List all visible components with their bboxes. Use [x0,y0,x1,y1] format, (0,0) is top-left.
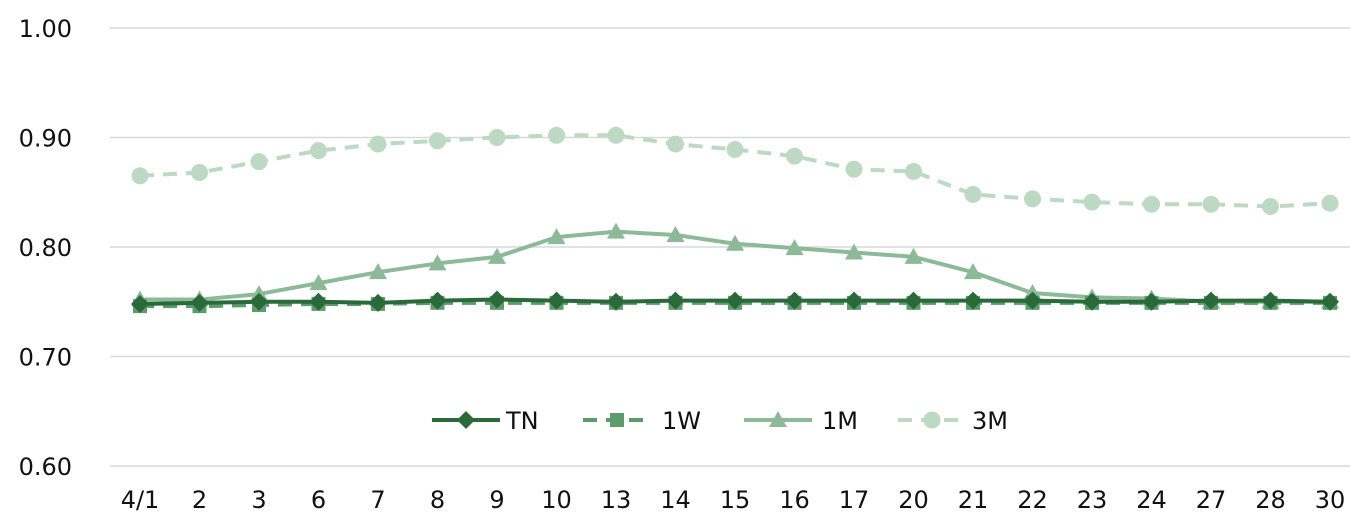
data-point [1083,292,1101,311]
data-point [607,222,625,239]
y-tick-label: 0.60 [19,453,72,481]
legend-item-1w: 1W [583,407,701,435]
data-point [1202,195,1220,213]
series-tn [131,290,1339,313]
data-point [845,160,863,178]
x-tick-label: 17 [839,486,870,514]
data-point [369,263,387,280]
legend-marker [769,411,787,427]
data-point [369,293,387,312]
legend-marker [457,411,475,429]
data-point [1083,193,1101,211]
data-point [904,291,923,310]
y-tick-label: 0.90 [19,125,72,153]
legend: TN 1W 1M 3M [432,407,1008,435]
data-point [191,164,208,182]
x-tick-label: 9 [489,486,504,514]
data-point [845,243,863,260]
x-tick-label: 22 [1017,486,1048,514]
data-point [964,185,982,203]
series-3m [131,126,1339,215]
data-point [1261,291,1280,310]
x-axis-tick-labels: 4/1 2 3 6 7 8 9 10 13 14 15 16 17 20 21 22 23 24 27 28 30 [121,486,1346,514]
data-point [428,291,447,310]
legend-label: TN [505,407,539,435]
legend-item-1m: 1M [744,407,858,435]
data-point [310,142,327,160]
data-point [547,228,566,245]
x-tick-label: 13 [601,486,632,514]
data-point [131,167,149,185]
data-point [1024,190,1041,208]
x-tick-label: 7 [370,486,385,514]
data-point [964,263,982,280]
data-point [726,234,744,251]
x-tick-label: 23 [1077,486,1108,514]
series-layer [131,126,1339,314]
data-point [1143,195,1160,213]
x-tick-label: 16 [779,486,810,514]
data-point [786,147,803,165]
data-point [250,153,268,171]
x-tick-label: 15 [720,486,751,514]
data-point [667,135,684,153]
data-point [250,292,268,311]
x-tick-label: 27 [1196,486,1227,514]
data-point [547,291,566,310]
x-tick-label: 6 [311,486,326,514]
data-point [1321,194,1339,212]
data-point [190,293,209,312]
x-tick-label: 2 [192,486,207,514]
data-point [607,292,625,311]
data-point [488,290,506,309]
data-point [309,292,328,311]
x-tick-label: 24 [1136,486,1167,514]
data-point [904,247,923,264]
data-point [905,162,922,180]
data-point [429,132,446,150]
data-point [488,247,506,264]
data-point [785,291,804,310]
data-point [964,291,982,310]
data-point [1262,197,1279,215]
data-point [726,291,744,310]
data-point [1023,291,1042,310]
y-tick-label: 1.00 [19,15,72,43]
legend-label: 1M [822,407,858,435]
x-tick-label: 14 [660,486,691,514]
x-tick-label: 3 [251,486,266,514]
data-point [845,291,863,310]
legend-marker [610,413,624,427]
data-point [666,225,685,242]
data-point [726,141,744,159]
y-tick-label: 0.70 [19,344,72,372]
legend-label: 3M [972,407,1008,435]
legend-marker [923,411,941,429]
x-tick-label: 4/1 [121,486,160,514]
data-point [548,126,565,144]
data-point [666,291,685,310]
x-tick-label: 8 [430,486,445,514]
data-point [1321,292,1339,311]
legend-label: 1W [662,407,701,435]
data-point [369,135,387,153]
data-point [607,126,625,144]
data-point [1142,292,1161,311]
x-tick-label: 10 [541,486,572,514]
data-point [309,274,328,291]
y-axis-tick-labels: 1.00 0.90 0.80 0.70 0.60 [19,15,72,481]
x-tick-label: 20 [898,486,929,514]
data-point [1202,291,1220,310]
data-point [428,254,447,271]
data-point [131,294,149,313]
x-tick-label: 21 [958,486,989,514]
data-point [785,239,804,256]
x-tick-label: 30 [1315,486,1346,514]
legend-item-3m: 3M [898,407,1008,435]
y-tick-label: 0.80 [19,234,72,262]
x-tick-label: 28 [1255,486,1286,514]
data-point [488,129,506,146]
legend-item-tn: TN [432,407,539,435]
